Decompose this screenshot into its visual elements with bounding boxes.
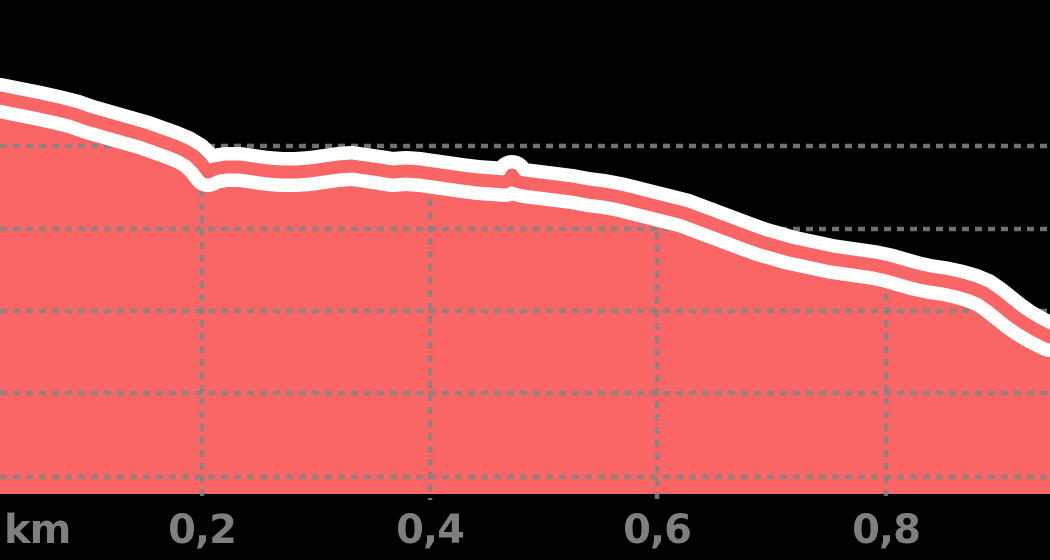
vertical-gridlines [199, 164, 889, 500]
x-axis-unit-label: km [4, 507, 70, 553]
x-axis-tick-label: 0,2 [168, 507, 236, 553]
x-axis-tick-label: 0,6 [623, 507, 691, 553]
x-axis-labels: km 0,2 0,4 0,6 0,8 [4, 507, 921, 553]
x-axis-tick-label: 0,8 [852, 507, 920, 553]
x-axis-tick-label: 0,4 [396, 507, 464, 553]
elevation-line [0, 91, 1050, 344]
